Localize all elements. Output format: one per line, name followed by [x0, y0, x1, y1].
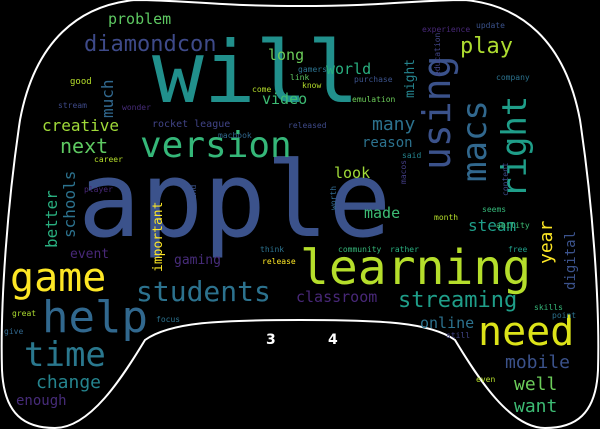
cloud-word-streaming: streaming: [398, 288, 518, 313]
cloud-word-emulation: emulation: [352, 95, 396, 104]
cloud-word-want: want: [514, 396, 558, 417]
cloud-word-even: even: [476, 375, 496, 384]
cloud-word-version: version: [140, 125, 292, 166]
cloud-word-time: time: [24, 335, 106, 375]
cloud-word-game: game: [10, 255, 107, 301]
cloud-word-career: career: [94, 155, 123, 164]
cloud-word-come: come: [252, 85, 272, 94]
cloud-word-seems: seems: [482, 205, 507, 214]
cloud-word-said: said: [402, 151, 422, 160]
cloud-word-free: free: [508, 245, 528, 254]
cloud-word-company: company: [496, 73, 530, 82]
cloud-word-world: world: [326, 60, 372, 78]
cloud-word-wonder: wonder: [122, 103, 151, 112]
cloud-word-great: great: [12, 309, 37, 318]
cloud-word-education: education: [433, 32, 442, 76]
cloud-word-macos: macos: [399, 159, 408, 184]
cloud-word-rather: rather: [390, 245, 419, 254]
cloud-word-change: change: [36, 372, 102, 393]
cloud-word-think: think: [260, 245, 285, 254]
cloud-word-classroom: classroom: [296, 288, 378, 306]
cloud-word-player: player: [84, 185, 113, 194]
controller-button-3: 3: [266, 332, 276, 348]
cloud-word-community: community: [338, 245, 382, 254]
cloud-word-point: point: [552, 311, 577, 320]
cloud-word-might: might: [403, 58, 418, 98]
cloud-word-enough: enough: [16, 393, 67, 409]
cloud-word-video: video: [262, 90, 308, 108]
cloud-word-better: better: [42, 190, 61, 248]
cloud-word-gamers: gamers: [298, 65, 327, 74]
cloud-word-online: online: [420, 314, 475, 332]
cloud-word-long: long: [268, 46, 305, 64]
cloud-word-will: will: [152, 23, 360, 123]
cloud-word-help: help: [42, 292, 148, 343]
cloud-word-worth: worth: [329, 185, 338, 210]
cloud-word-rocket-league: rocket league: [152, 119, 231, 130]
cloud-word-important: important: [151, 201, 166, 272]
cloud-word-focus: focus: [156, 315, 181, 324]
cloud-word-macs: macs: [455, 100, 495, 182]
cloud-word-play: play: [460, 34, 513, 59]
cloud-word-mobile: mobile: [505, 352, 571, 373]
cloud-word-ability: ability: [496, 221, 530, 230]
cloud-word-update: update: [476, 21, 505, 30]
cloud-word-link: link: [290, 73, 310, 82]
cloud-word-content: content: [501, 162, 510, 196]
cloud-word-event: event: [70, 247, 110, 262]
cloud-word-gaming: gaming: [174, 253, 221, 268]
cloud-word-stream: stream: [58, 101, 87, 110]
cloud-word-much: much: [98, 79, 117, 118]
cloud-word-look: look: [334, 164, 371, 182]
controller-button-4: 4: [328, 332, 338, 348]
cloud-word-release: release: [262, 257, 296, 266]
cloud-word-purchase: purchase: [354, 75, 393, 84]
cloud-word-schools: schools: [60, 170, 79, 238]
cloud-word-reason: reason: [362, 135, 413, 151]
cloud-word-students: students: [136, 275, 271, 308]
cloud-word-still: still: [446, 331, 471, 340]
cloud-word-diamondcon: diamondcon: [84, 32, 217, 57]
cloud-word-released: released: [288, 121, 327, 130]
cloud-word-know: know: [302, 81, 322, 90]
cloud-word-good: good: [70, 77, 92, 87]
cloud-word-give: give: [4, 327, 24, 336]
cloud-word-month: month: [434, 213, 459, 222]
cloud-word-need: need: [478, 309, 575, 355]
cloud-word-experience: experience: [422, 25, 471, 34]
cloud-word-skills: skills: [534, 303, 563, 312]
cloud-word-well: well: [514, 374, 558, 395]
cloud-word-find: find: [189, 184, 198, 204]
cloud-word-apple: apple: [78, 139, 392, 261]
cloud-word-creative: creative: [42, 116, 120, 135]
cloud-word-learning: learning: [300, 240, 532, 296]
cloud-word-many: many: [372, 114, 416, 135]
cloud-word-digital: digital: [563, 230, 579, 290]
cloud-word-problem: problem: [108, 10, 172, 28]
cloud-word-steam: steam: [468, 216, 517, 235]
cloud-word-made: made: [364, 204, 401, 222]
cloud-word-year: year: [536, 220, 557, 264]
cloud-word-macbook: macbook: [218, 131, 252, 140]
cloud-word-next: next: [60, 134, 109, 158]
